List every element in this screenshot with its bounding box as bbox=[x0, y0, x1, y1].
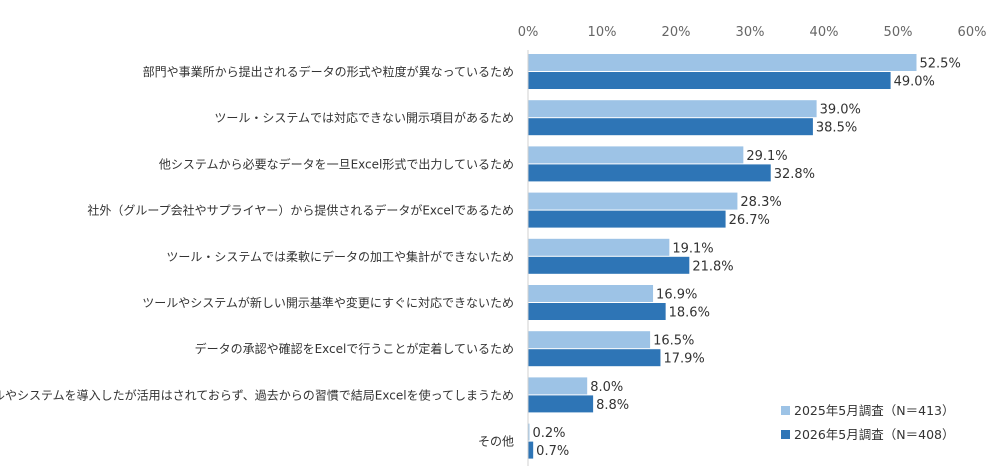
x-tick-label: 30% bbox=[736, 25, 765, 40]
bar-series-1 bbox=[528, 54, 917, 71]
value-labels: 52.5% 39.0% 29.1% 28.3% 19.1% 16.9% 16.5% 8.0% 0… bbox=[532, 57, 960, 460]
bar-series-2 bbox=[528, 256, 690, 274]
category-label: その他 bbox=[478, 435, 514, 449]
bar-series-1 bbox=[528, 100, 817, 118]
data-label-series-2: 0.7% bbox=[536, 444, 569, 459]
data-label-series-2: 26.7% bbox=[729, 213, 770, 228]
x-tick-label: 10% bbox=[588, 25, 617, 40]
x-tick-label: 40% bbox=[810, 25, 839, 40]
bar-series-2 bbox=[528, 395, 594, 413]
bar-series-1 bbox=[528, 146, 744, 164]
data-label-series-1: 28.3% bbox=[740, 195, 781, 210]
bar-series-2 bbox=[528, 164, 771, 182]
bar-series-2 bbox=[528, 303, 666, 320]
legend-swatch-series-2 bbox=[781, 430, 790, 439]
data-label-series-2: 18.6% bbox=[669, 306, 710, 321]
category-label: ツールやシステムが新しい開示基準や変更にすぐに対応できないため bbox=[142, 295, 514, 310]
bar-series-1 bbox=[528, 377, 588, 395]
x-tick-label: 50% bbox=[884, 25, 913, 40]
data-label-series-1: 8.0% bbox=[590, 380, 623, 395]
bar-series-2 bbox=[528, 118, 813, 136]
data-label-series-2: 17.9% bbox=[663, 352, 704, 367]
x-axis: 0% 10% 20% 30% 40% 50% 60% bbox=[518, 25, 987, 40]
data-label-series-2: 8.8% bbox=[596, 398, 629, 413]
category-label: データの承認や確認をExcelで行うことが定着しているため bbox=[195, 341, 514, 356]
bar-series-1 bbox=[528, 331, 651, 349]
bar-series-1 bbox=[528, 285, 654, 302]
bar-series-2 bbox=[528, 210, 726, 228]
data-label-series-1: 16.9% bbox=[656, 288, 697, 303]
x-tick-label: 0% bbox=[518, 25, 539, 40]
data-label-series-1: 16.5% bbox=[653, 334, 694, 349]
category-label: 他システムから必要なデータを一旦Excel形式で出力しているため bbox=[159, 156, 514, 171]
data-label-series-1: 39.0% bbox=[820, 103, 861, 118]
legend-label-series-2: 2026年5月調査（N＝408） bbox=[794, 427, 954, 442]
data-label-series-1: 0.2% bbox=[532, 426, 565, 441]
category-label: ツール・システムでは対応できない開示項目があるため bbox=[214, 110, 514, 125]
legend-swatch-series-1 bbox=[781, 406, 790, 415]
data-label-series-2: 21.8% bbox=[692, 259, 733, 274]
x-tick-label: 20% bbox=[662, 25, 691, 40]
bar-series-2 bbox=[528, 441, 534, 459]
category-label: 部門や事業所から提出されるデータの形式や粒度が異なっているため bbox=[143, 64, 514, 79]
bars bbox=[528, 54, 917, 459]
category-label: ツール・システムでは柔軟にデータの加工や集計ができないため bbox=[166, 249, 514, 264]
legend: 2025年5月調査（N＝413） 2026年5月調査（N＝408） bbox=[781, 403, 954, 442]
data-label-series-1: 52.5% bbox=[920, 57, 961, 72]
data-label-series-1: 29.1% bbox=[746, 149, 787, 164]
data-label-series-2: 32.8% bbox=[774, 167, 815, 182]
data-label-series-2: 49.0% bbox=[894, 75, 935, 90]
data-label-series-1: 19.1% bbox=[672, 241, 713, 256]
bar-series-1 bbox=[528, 238, 670, 256]
category-labels: 部門や事業所から提出されるデータの形式や粒度が異なっているためツール・システムで… bbox=[0, 64, 514, 449]
data-label-series-2: 38.5% bbox=[816, 121, 857, 136]
bar-series-1 bbox=[528, 192, 738, 210]
legend-label-series-1: 2025年5月調査（N＝413） bbox=[794, 403, 954, 418]
bar-series-1 bbox=[528, 423, 530, 441]
x-tick-label: 60% bbox=[958, 25, 987, 40]
category-label: ツールやシステムを導入したが活用はされておらず、過去からの習慣で結局Excelを… bbox=[0, 387, 514, 402]
category-label: 社外（グループ会社やサプライヤー）から提供されるデータがExcelであるため bbox=[87, 203, 514, 218]
bar-series-2 bbox=[528, 72, 891, 89]
bar-series-2 bbox=[528, 349, 661, 367]
